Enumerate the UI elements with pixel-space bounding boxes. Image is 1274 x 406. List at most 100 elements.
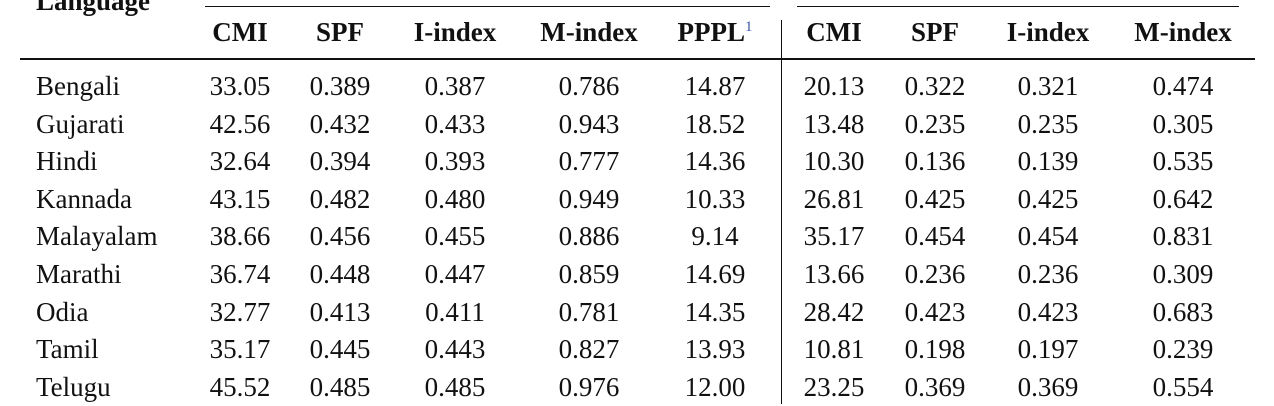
col-header-label: CMI (212, 17, 268, 47)
col-header-label: M-index (540, 17, 638, 47)
table-cell: 0.321 (1017, 71, 1079, 101)
table-cell: 0.425 (904, 183, 966, 214)
table-cell: 0.235 (904, 108, 966, 139)
table-cell: 10.30 (803, 146, 865, 177)
table-cell: 0.448 (309, 259, 371, 289)
table-cell: 0.827 (558, 334, 620, 365)
table-cell: 0.394 (309, 146, 371, 177)
row-language: Bengali (36, 71, 120, 101)
table-cell: 38.66 (209, 221, 271, 252)
table-cell: 0.305 (1152, 108, 1214, 139)
table-cell: 0.474 (1152, 71, 1214, 101)
row-language: Tamil (36, 334, 99, 365)
table-cell: 36.74 (209, 259, 271, 289)
col-header-left-m-index: M-index (540, 17, 638, 47)
table-cell: 43.15 (209, 183, 271, 214)
col-header-right-m-index: M-index (1134, 17, 1232, 47)
column-separator (781, 20, 783, 404)
table-cell: 0.369 (904, 371, 966, 402)
table-cell: 14.69 (684, 259, 746, 289)
table-cell: 0.411 (425, 296, 485, 327)
header-bottom-rule (20, 58, 1255, 60)
table-cell: 0.859 (558, 259, 620, 289)
table-cell: 0.485 (309, 371, 371, 402)
table-cell: 0.683 (1152, 296, 1214, 327)
table-cell: 0.432 (309, 108, 371, 139)
table-cell: 0.423 (1017, 296, 1079, 327)
table-cell: 35.17 (209, 334, 271, 365)
col-header-label: SPF (910, 17, 960, 47)
table-cell: 10.81 (803, 334, 865, 365)
row-language: Hindi (36, 146, 98, 177)
table-cell: 0.445 (309, 334, 371, 365)
table-cell: 0.239 (1152, 334, 1214, 365)
row-language: Kannada (36, 183, 132, 214)
table-cell: 35.17 (803, 221, 865, 252)
table-cell: 0.136 (904, 146, 966, 177)
row-language: Marathi (36, 259, 122, 289)
col-header-right-cmi: CMI (806, 17, 862, 47)
table-cell: 13.93 (684, 334, 746, 365)
table-cell: 10.33 (684, 183, 746, 214)
table-cell: 0.139 (1017, 146, 1079, 177)
col-header-left-cmi: CMI (212, 17, 268, 47)
table-cell: 0.535 (1152, 146, 1214, 177)
col-header-right-spf: SPF (911, 17, 959, 47)
group-rule-left (205, 6, 770, 8)
table-cell: 0.387 (424, 71, 486, 101)
table-cell: 0.831 (1152, 221, 1214, 252)
table-cell: 0.197 (1017, 334, 1079, 365)
table-cell: 0.198 (904, 334, 966, 365)
table-cell: 0.423 (904, 296, 966, 327)
col-header-label: M-index (1134, 17, 1232, 47)
table-cell: 0.443 (424, 334, 486, 365)
table-cell: 13.66 (803, 259, 865, 289)
table-cell: 32.64 (209, 146, 271, 177)
table-cell: 0.236 (904, 259, 966, 289)
table-cell: 0.949 (558, 183, 620, 214)
table-cell: 0.485 (424, 371, 486, 402)
row-language: Telugu (36, 371, 111, 402)
table-cell: 14.35 (684, 296, 746, 327)
table-cell: 0.480 (424, 183, 486, 214)
table-cell: 18.52 (684, 108, 746, 139)
row-language: Gujarati (36, 108, 125, 139)
col-header-label: CMI (806, 17, 862, 47)
table-cell: 42.56 (209, 108, 271, 139)
table-cell: 0.393 (424, 146, 486, 177)
col-header-label: I-index (413, 17, 497, 47)
row-language: Odia (36, 296, 89, 327)
table-cell: 0.786 (558, 71, 620, 101)
table-cell: 0.425 (1017, 183, 1079, 214)
table-cell: 9.14 (691, 221, 739, 252)
col-header-right-i-index: I-index (1007, 17, 1090, 47)
table-cell: 0.369 (1017, 371, 1079, 402)
table-cell: 0.781 (558, 296, 620, 327)
language-header: Language (36, 0, 151, 16)
table-cell: 28.42 (803, 296, 865, 327)
table-cell: 23.25 (803, 371, 865, 402)
table-cell: 32.77 (209, 296, 271, 327)
table-cell: 0.642 (1152, 183, 1214, 214)
table-cell: 0.554 (1152, 371, 1214, 402)
col-header-label: I-index (1006, 17, 1090, 47)
citation-marker[interactable]: 1 (745, 19, 753, 35)
table-cell: 0.322 (904, 71, 966, 101)
table-cell: 0.433 (424, 108, 486, 139)
table-cell: 0.447 (424, 259, 486, 289)
group-rule-right (797, 6, 1239, 8)
table-cell: 0.454 (1017, 221, 1079, 252)
row-language: Malayalam (36, 221, 158, 252)
table-cell: 0.455 (424, 221, 486, 252)
table-cell: 0.777 (558, 146, 620, 177)
table-cell: 14.36 (684, 146, 746, 177)
table-cell: 0.235 (1017, 108, 1079, 139)
table-cell: 0.236 (1017, 259, 1079, 289)
table-cell: 20.13 (803, 71, 865, 101)
table-cell: 0.389 (309, 71, 371, 101)
table-cell: 45.52 (209, 371, 271, 402)
table-cell: 0.454 (904, 221, 966, 252)
table-cell: 0.456 (309, 221, 371, 252)
col-header-left-pppl: PPPL1 (678, 17, 753, 47)
